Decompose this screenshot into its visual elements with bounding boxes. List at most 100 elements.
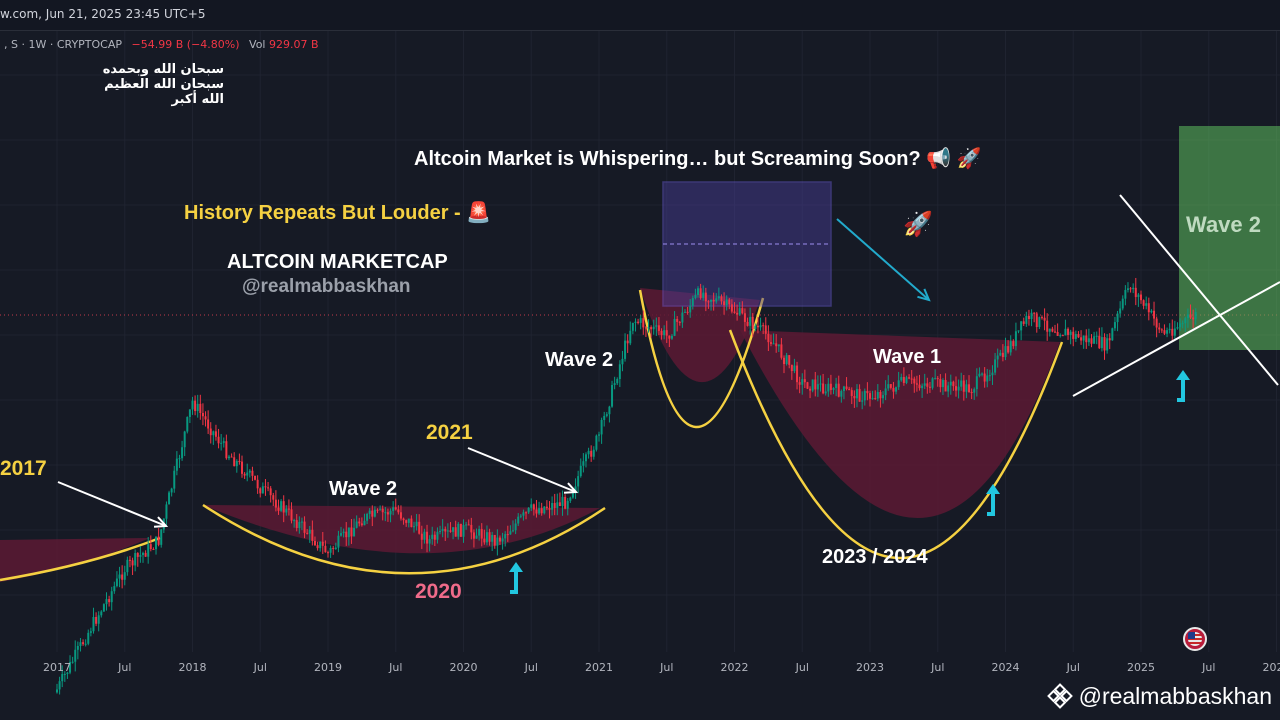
candle-body bbox=[913, 378, 916, 384]
candle-body bbox=[644, 327, 647, 329]
candle-body bbox=[118, 574, 121, 579]
candle-body bbox=[1054, 331, 1057, 333]
candle-body bbox=[869, 393, 871, 399]
candle-body bbox=[366, 513, 369, 521]
candle-body bbox=[147, 544, 150, 557]
candle-body bbox=[1132, 287, 1135, 290]
candle-body bbox=[298, 521, 301, 529]
candle-body bbox=[1033, 312, 1036, 314]
candle-body bbox=[58, 681, 61, 690]
candle-body bbox=[545, 506, 548, 509]
candle-body bbox=[561, 496, 564, 507]
descending-trendline bbox=[1119, 194, 1279, 386]
candle-body bbox=[483, 538, 486, 543]
cup-curve-2020 bbox=[202, 503, 606, 575]
candle-body bbox=[97, 615, 100, 624]
time-axis[interactable]: 2017 Jul 2018 Jul 2019 Jul 2020 Jul 2021 Jul 2022 J… bbox=[0, 652, 1280, 682]
candle-body bbox=[214, 431, 217, 437]
candle-body bbox=[923, 383, 926, 386]
candle-body bbox=[655, 325, 658, 327]
candle-body bbox=[1192, 317, 1195, 320]
candle-body bbox=[941, 379, 944, 388]
candle-body bbox=[1111, 328, 1114, 341]
candle-body bbox=[936, 378, 939, 380]
candle-body bbox=[947, 385, 950, 392]
candle-body bbox=[110, 591, 113, 603]
candle-body bbox=[488, 532, 491, 542]
candle-body bbox=[121, 574, 124, 580]
candle-body bbox=[1074, 334, 1077, 339]
candle-body bbox=[1001, 352, 1004, 358]
candle-body bbox=[598, 434, 600, 436]
candle-body bbox=[358, 521, 361, 524]
candle-body bbox=[175, 458, 178, 471]
candle-body bbox=[1163, 330, 1166, 334]
wave2-left-label: Wave 2 bbox=[329, 478, 398, 500]
candle-body bbox=[303, 521, 306, 533]
candle-body bbox=[902, 376, 905, 383]
candle-body bbox=[519, 515, 522, 517]
candle-body bbox=[571, 490, 574, 498]
candle-body bbox=[908, 377, 911, 379]
candle-body bbox=[707, 301, 710, 303]
us-flag-icon[interactable] bbox=[1183, 627, 1207, 651]
candle-body bbox=[355, 521, 358, 528]
time-axis-tick-label: 2018 bbox=[179, 661, 207, 674]
candle-body bbox=[783, 357, 786, 365]
candle-body bbox=[212, 431, 215, 436]
candle-body bbox=[566, 500, 569, 509]
candle-body bbox=[1168, 328, 1171, 331]
candle-body bbox=[590, 450, 593, 457]
candle-body bbox=[517, 516, 520, 524]
candle-body bbox=[141, 552, 144, 555]
symbol-info-row[interactable]: , S · 1W · CRYPTOCAP −54.99 B (−4.80%) V… bbox=[4, 38, 319, 51]
wave2-mid-label: Wave 2 bbox=[545, 349, 614, 371]
candle-body bbox=[115, 578, 118, 587]
candle-body bbox=[535, 509, 538, 514]
candle-body bbox=[386, 512, 389, 515]
candle-body bbox=[329, 547, 332, 553]
candle-body bbox=[152, 549, 155, 551]
candle-body bbox=[556, 502, 559, 508]
candle-body bbox=[376, 509, 379, 511]
candle-body bbox=[754, 325, 757, 329]
candle-body bbox=[230, 456, 233, 458]
candle-body bbox=[730, 304, 733, 312]
candle-body bbox=[165, 504, 168, 519]
candle-body bbox=[793, 365, 796, 372]
candle-body bbox=[1080, 337, 1083, 341]
candle-body bbox=[889, 384, 892, 388]
candle-body bbox=[316, 545, 319, 549]
candle-body bbox=[866, 390, 869, 394]
candle-body bbox=[394, 507, 397, 510]
candle-body bbox=[892, 387, 895, 392]
cup-fill-2018-2020 bbox=[203, 505, 600, 554]
candle-body bbox=[509, 531, 512, 535]
candle-body bbox=[452, 527, 455, 532]
candle-body bbox=[629, 330, 632, 344]
candle-body bbox=[1056, 332, 1059, 336]
time-axis-tick-label: 2022 bbox=[721, 661, 749, 674]
symbol-label[interactable]: , S · 1W · CRYPTOCAP bbox=[4, 38, 123, 51]
candle-body bbox=[204, 416, 207, 420]
candle-body bbox=[1126, 288, 1129, 291]
candle-body bbox=[259, 488, 262, 494]
candle-body bbox=[485, 532, 488, 543]
candle-body bbox=[102, 604, 105, 612]
candle-body bbox=[603, 415, 606, 420]
candle-body bbox=[1189, 314, 1192, 318]
candle-body bbox=[149, 544, 152, 550]
candle-body bbox=[915, 383, 918, 385]
candle-body bbox=[637, 321, 640, 323]
price-change: −54.99 B (−4.80%) bbox=[131, 38, 240, 51]
candle-body bbox=[465, 524, 468, 526]
candle-body bbox=[1046, 320, 1049, 332]
candle-body bbox=[501, 538, 504, 542]
candle-body bbox=[660, 330, 663, 336]
candle-body bbox=[1119, 308, 1122, 314]
candle-body bbox=[751, 316, 754, 329]
candle-body bbox=[639, 318, 642, 323]
candle-body bbox=[663, 330, 666, 336]
candle-body bbox=[626, 340, 629, 344]
